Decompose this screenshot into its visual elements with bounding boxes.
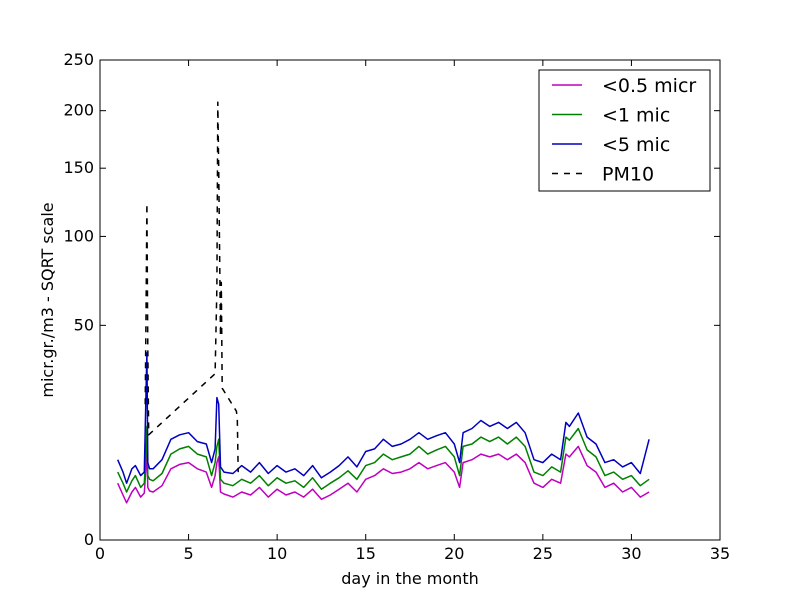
legend-label: <5 mic: [602, 134, 670, 156]
x-tick-label: 10: [267, 544, 287, 563]
y-axis-label: micr.gr./m3 - SQRT scale: [38, 202, 57, 397]
x-tick-label: 30: [621, 544, 641, 563]
x-tick-label: 25: [533, 544, 553, 563]
y-tick-label: 200: [63, 101, 94, 120]
x-tick-label: 15: [356, 544, 376, 563]
series-line-0-5-micr: [117, 445, 650, 504]
legend-frame: [538, 69, 711, 192]
legend-label: PM10: [602, 164, 654, 186]
series-line-1-mic: [117, 425, 650, 493]
y-tick-label: 0: [84, 530, 94, 549]
x-tick-label: 0: [95, 544, 105, 563]
y-tick-label: 250: [63, 50, 94, 69]
x-axis: 0 5 10 15 20 25 30 35: [95, 60, 730, 563]
x-tick-label: 5: [183, 544, 193, 563]
legend-label: <0.5 micr: [602, 75, 696, 97]
y-tick-label: 100: [63, 226, 94, 245]
series-line-pm10: [144, 101, 239, 473]
plot-lines: [117, 101, 650, 504]
y-axis: 0 50 100 150 200 250: [63, 50, 720, 549]
y-tick-label: 50: [74, 315, 94, 334]
legend: <0.5 micr <1 mic <5 mic PM10: [538, 69, 711, 192]
y-tick-label: 150: [63, 158, 94, 177]
x-tick-label: 20: [444, 544, 464, 563]
x-axis-label: day in the month: [341, 569, 478, 588]
plot-frame: [99, 59, 721, 541]
legend-label: <1 mic: [602, 105, 670, 127]
x-tick-label: 35: [710, 544, 730, 563]
series-line-5-mic: [117, 352, 650, 484]
